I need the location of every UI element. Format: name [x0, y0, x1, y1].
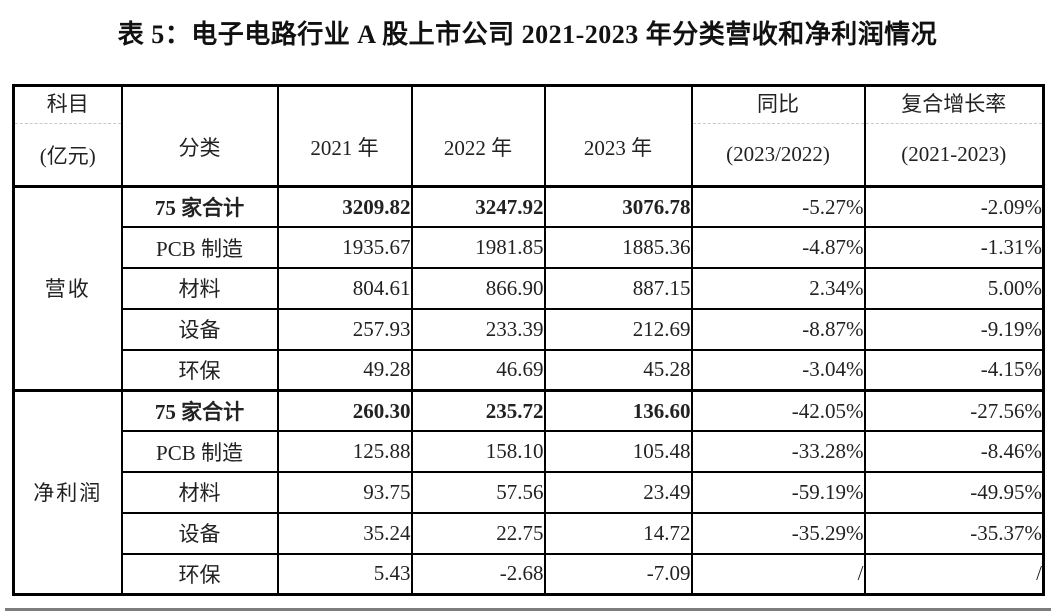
cell-yoy: /: [690, 552, 866, 596]
section-label-net-profit: 净利润: [12, 388, 123, 596]
cell-2023: 887.15: [543, 267, 693, 310]
header-cagr-line2: (2021-2023): [901, 142, 1007, 166]
cell-cagr: -49.95%: [863, 471, 1045, 514]
cell-category: 材料: [120, 267, 279, 310]
cell-yoy: -42.05%: [690, 388, 866, 433]
table-row: 材料 804.61 866.90 887.15 2.34% 5.00%: [14, 267, 1045, 310]
cell-yoy: -4.87%: [690, 226, 866, 270]
cell-2021: 804.61: [276, 267, 413, 310]
cell-2023: 23.49: [543, 471, 693, 514]
cell-2021: 93.75: [276, 471, 413, 514]
cell-2023: 136.60: [543, 388, 693, 433]
cell-2023: 105.48: [543, 430, 693, 474]
cell-2022: 3247.92: [410, 185, 546, 229]
cell-2022: 233.39: [410, 307, 546, 351]
header-yoy: 同比 (2023/2022): [690, 84, 866, 188]
cell-cagr: -9.19%: [863, 307, 1045, 351]
cell-category: 75 家合计: [120, 185, 279, 229]
table-row: 净利润 75 家合计 260.30 235.72 136.60 -42.05% …: [12, 388, 1045, 596]
cell-2023: -7.09: [543, 552, 693, 596]
cell-cagr: 5.00%: [863, 267, 1045, 310]
header-row: 科目 (亿元) 分类 2021 年 2022 年 2023 年 同比 (2023…: [12, 84, 1045, 188]
table-row: 环保 49.28 46.69 45.28 -3.04% -4.15%: [14, 348, 1045, 392]
cell-category: 设备: [120, 307, 279, 351]
cell-2022: 158.10: [410, 430, 546, 474]
header-subject: 科目 (亿元): [12, 84, 123, 188]
table-row: PCB 制造 125.88 158.10 105.48 -33.28% -8.4…: [14, 430, 1045, 474]
header-subject-line2: (亿元): [39, 143, 96, 168]
cell-yoy: -3.04%: [690, 348, 866, 392]
cell-2023: 212.69: [543, 307, 693, 351]
page-footer-divider: [5, 608, 1051, 611]
header-cagr: 复合增长率 (2021-2023): [863, 84, 1045, 188]
header-year-2023: 2023 年: [543, 84, 693, 188]
cell-category: 环保: [120, 552, 279, 596]
header-cagr-line1: 复合增长率: [866, 88, 1042, 124]
section-label-revenue: 营收: [12, 185, 123, 392]
cell-2023: 1885.36: [543, 226, 693, 270]
cell-cagr: -8.46%: [863, 430, 1045, 474]
cell-cagr: -1.31%: [863, 226, 1045, 270]
cell-yoy: 2.34%: [690, 267, 866, 310]
cell-2021: 49.28: [276, 348, 413, 392]
header-year-2022: 2022 年: [410, 84, 546, 188]
header-yoy-line1: 同比: [693, 88, 863, 124]
cell-yoy: -8.87%: [690, 307, 866, 351]
page-title: 表 5：电子电路行业 A 股上市公司 2021-2023 年分类营收和净利润情况: [117, 20, 938, 49]
cell-category: PCB 制造: [120, 226, 279, 270]
cell-cagr: -4.15%: [863, 348, 1045, 392]
cell-yoy: -5.27%: [690, 185, 866, 229]
cell-2022: 1981.85: [410, 226, 546, 270]
cell-category: 75 家合计: [120, 388, 279, 433]
cell-2022: 22.75: [410, 511, 546, 555]
cell-2021: 3209.82: [276, 185, 413, 229]
table-row: 设备 35.24 22.75 14.72 -35.29% -35.37%: [14, 511, 1045, 555]
cell-category: 设备: [120, 511, 279, 555]
cell-cagr: -27.56%: [863, 388, 1045, 433]
header-year-2021: 2021 年: [276, 84, 413, 188]
table-row: PCB 制造 1935.67 1981.85 1885.36 -4.87% -1…: [14, 226, 1045, 270]
cell-2021: 5.43: [276, 552, 413, 596]
header-category: 分类: [120, 84, 279, 188]
cell-2023: 45.28: [543, 348, 693, 392]
header-yoy-line2: (2023/2022): [726, 142, 830, 166]
revenue-profit-table: 科目 (亿元) 分类 2021 年 2022 年 2023 年 同比 (2023…: [12, 84, 1045, 596]
table-row: 营收 75 家合计 3209.82 3247.92 3076.78 -5.27%…: [12, 185, 1045, 392]
cell-yoy: -59.19%: [690, 471, 866, 514]
cell-category: 材料: [120, 471, 279, 514]
cell-2023: 14.72: [543, 511, 693, 555]
header-subject-line1: 科目: [15, 88, 120, 124]
table-row: 设备 257.93 233.39 212.69 -8.87% -9.19%: [14, 307, 1045, 351]
cell-cagr: /: [863, 552, 1045, 596]
table-row: 环保 5.43 -2.68 -7.09 / /: [14, 552, 1045, 596]
cell-2022: 235.72: [410, 388, 546, 433]
cell-2022: 57.56: [410, 471, 546, 514]
cell-2021: 125.88: [276, 430, 413, 474]
cell-cagr: -35.37%: [863, 511, 1045, 555]
cell-2021: 35.24: [276, 511, 413, 555]
cell-2022: -2.68: [410, 552, 546, 596]
cell-2022: 46.69: [410, 348, 546, 392]
cell-2022: 866.90: [410, 267, 546, 310]
cell-category: 环保: [120, 348, 279, 392]
cell-2021: 257.93: [276, 307, 413, 351]
cell-yoy: -33.28%: [690, 430, 866, 474]
cell-2021: 1935.67: [276, 226, 413, 270]
table-header: 科目 (亿元) 分类 2021 年 2022 年 2023 年 同比 (2023…: [12, 84, 1045, 188]
cell-yoy: -35.29%: [690, 511, 866, 555]
cell-cagr: -2.09%: [863, 185, 1045, 229]
table-row: 材料 93.75 57.56 23.49 -59.19% -49.95%: [14, 471, 1045, 514]
cell-category: PCB 制造: [120, 430, 279, 474]
cell-2023: 3076.78: [543, 185, 693, 229]
cell-2021: 260.30: [276, 388, 413, 433]
